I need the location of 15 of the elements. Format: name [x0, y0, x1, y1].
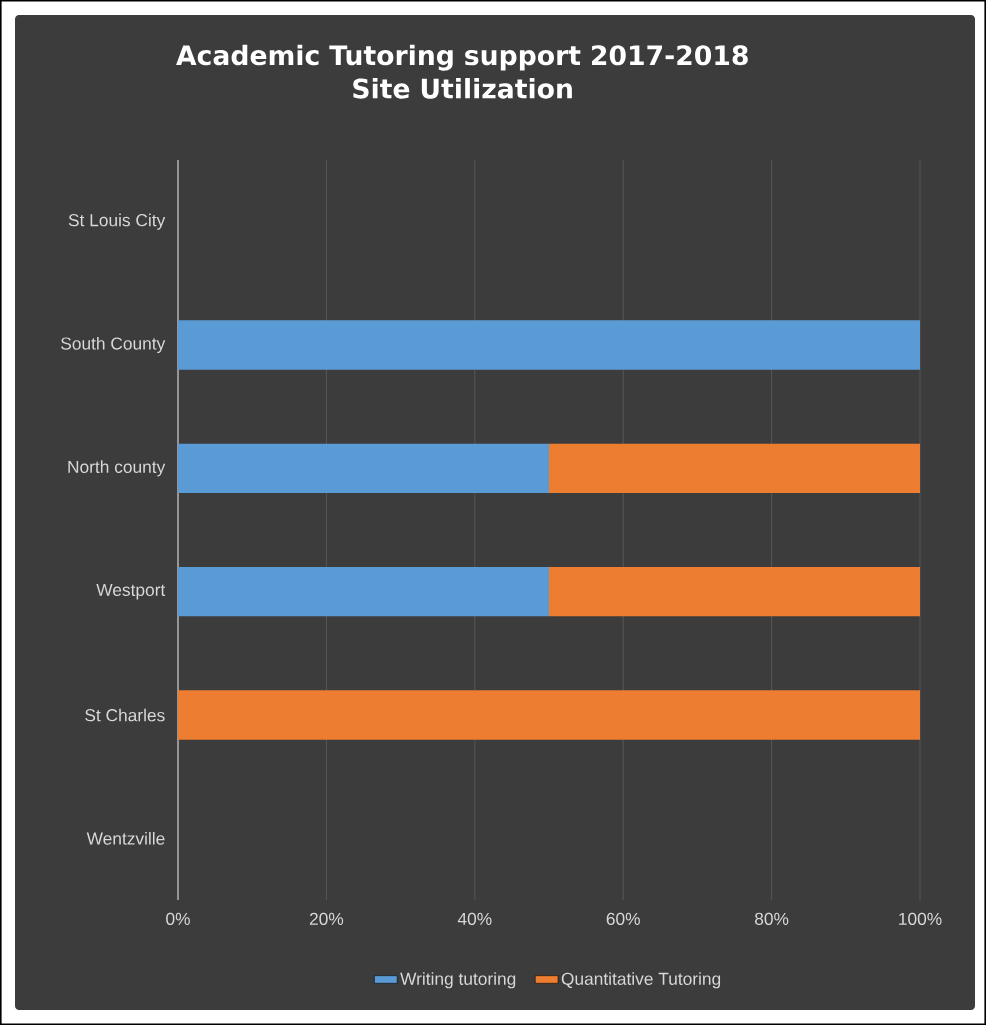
- x-tick-label: 100%: [899, 912, 942, 925]
- y-tick-label: St Charles: [85, 708, 165, 722]
- x-tick-label: 60%: [606, 912, 640, 925]
- y-tick-label: North county: [68, 460, 166, 477]
- legend-label: Writing tutoring: [400, 972, 516, 989]
- y-tick-label: Wentzville: [86, 831, 165, 845]
- y-tick-label: Westport: [96, 583, 166, 600]
- x-tick-label: 20%: [309, 912, 344, 925]
- chart-title: Academic Tutoring support 2017-2018 Site Utilization: [176, 44, 748, 99]
- x-tick-label: 40%: [457, 912, 492, 925]
- x-tick-label: 80%: [755, 912, 789, 925]
- legend-label: Quantitative Tutoring: [561, 972, 721, 989]
- x-tick-label: 0%: [166, 912, 190, 925]
- y-tick-label: St Louis City: [68, 213, 166, 230]
- y-tick-label: South County: [61, 336, 166, 354]
